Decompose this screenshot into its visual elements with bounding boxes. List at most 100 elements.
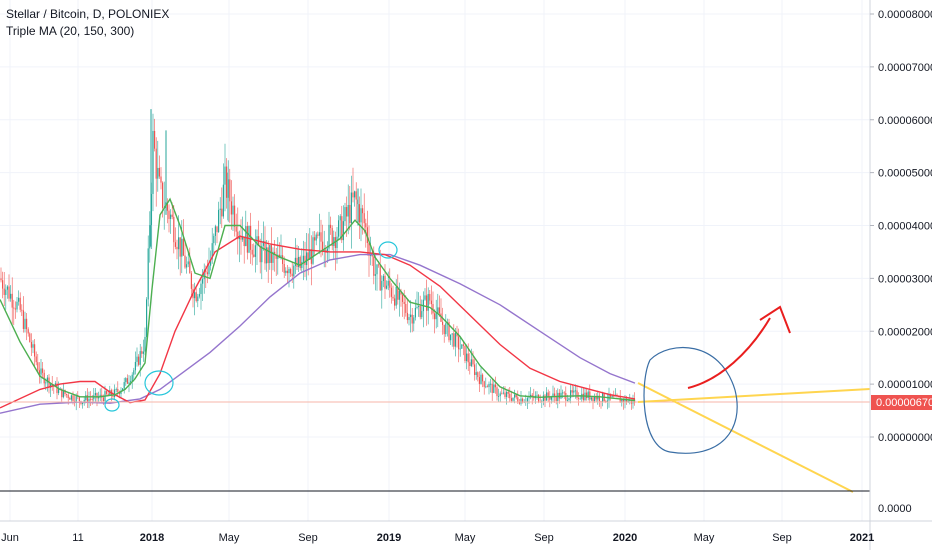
candle-body <box>128 382 130 384</box>
candle-body <box>46 377 48 383</box>
x-tick-label: Sep <box>534 532 554 544</box>
candle-body <box>245 226 247 247</box>
candle-body <box>24 318 26 329</box>
trendline-down[interactable] <box>637 382 854 493</box>
candle-body <box>506 391 508 397</box>
candle-body <box>293 265 295 277</box>
candle-body <box>98 396 100 399</box>
candle-body <box>371 254 373 257</box>
candle-body <box>554 393 556 397</box>
candle-body <box>261 245 263 263</box>
candle-body <box>510 398 512 401</box>
candle-body <box>5 289 7 295</box>
candle-body <box>75 396 77 403</box>
candle-body <box>485 386 487 388</box>
candle-body <box>301 261 303 268</box>
drawings-layer <box>0 241 871 493</box>
bullish-arrow[interactable] <box>687 317 771 389</box>
candle-body <box>480 374 482 384</box>
candle-body <box>477 372 479 378</box>
candle-body <box>272 251 274 263</box>
candle-body <box>315 234 317 241</box>
candle-body <box>26 318 28 330</box>
candle-body <box>528 397 530 399</box>
candle-body <box>146 299 148 337</box>
candle-body <box>611 395 613 397</box>
candle-body <box>398 290 400 300</box>
candle-body <box>443 324 445 335</box>
projection-circle[interactable] <box>643 346 738 454</box>
candle-body <box>448 322 450 341</box>
candle-body <box>462 344 464 346</box>
candle-body <box>475 372 477 375</box>
candle-body <box>451 333 453 335</box>
candle-body <box>579 398 581 400</box>
candle-body <box>120 390 122 395</box>
candle-body <box>486 386 488 388</box>
candle-body <box>382 275 384 281</box>
candle-body <box>213 235 215 244</box>
candle-body <box>13 307 15 309</box>
trendline-up[interactable] <box>637 388 871 403</box>
time-axis[interactable]: Jun 11 2018 May Sep 2019 May Sep 2020 May Sep 2021 <box>1 532 874 544</box>
candle-body <box>187 261 189 265</box>
candle-body <box>246 226 248 253</box>
candle-body <box>536 394 538 396</box>
candle-body <box>435 313 437 320</box>
candle-body <box>2 280 4 289</box>
candle-body <box>413 317 415 324</box>
candle-body <box>174 242 176 247</box>
candle-body <box>32 344 34 348</box>
cross-circle-3[interactable] <box>378 241 398 259</box>
candle-body <box>514 394 516 398</box>
candle-body <box>152 130 154 194</box>
candle-body <box>342 221 344 241</box>
candle-body <box>248 225 250 253</box>
x-tick-label: May <box>694 532 715 544</box>
candle-body <box>78 396 80 402</box>
candle-body <box>154 130 156 149</box>
candle-body <box>624 398 626 403</box>
candle-body <box>133 370 135 375</box>
candle-body <box>91 398 93 400</box>
candle-body <box>38 370 40 375</box>
candle-body <box>582 393 584 401</box>
candle-body <box>445 323 447 335</box>
candle-body <box>66 394 68 395</box>
candle-body <box>130 381 132 383</box>
candle-body <box>254 245 256 257</box>
candle-body <box>173 216 175 243</box>
bullish-arrow-head[interactable] <box>759 305 791 334</box>
candle-body <box>544 395 546 401</box>
candle-body <box>34 344 36 357</box>
candle-body <box>563 392 565 394</box>
price-axis[interactable]: 0.00008000 0.00007000 0.00006000 0.00005000… <box>870 9 932 444</box>
candle-body <box>478 377 480 384</box>
candle-body <box>562 392 564 394</box>
cross-circle-2[interactable] <box>104 398 120 412</box>
candle-body <box>309 249 311 260</box>
candle-body <box>482 374 484 382</box>
cross-circle-1[interactable] <box>144 370 174 396</box>
candle-body <box>139 351 141 365</box>
candle-body <box>432 304 434 314</box>
candle-body <box>595 396 597 400</box>
candle-body <box>211 243 213 260</box>
candle-body <box>387 280 389 286</box>
candle-body <box>123 382 125 389</box>
candle-body <box>8 286 10 299</box>
candle-body <box>360 208 362 223</box>
ma150-line <box>0 235 636 409</box>
candle-body <box>515 394 517 398</box>
candle-body <box>126 378 128 384</box>
candle-body <box>606 400 608 402</box>
candle-body <box>368 243 370 256</box>
candle-body <box>590 397 592 400</box>
candle-body <box>454 332 456 347</box>
candle-body <box>328 224 330 249</box>
candle-body <box>178 237 180 250</box>
candle-body <box>573 390 575 393</box>
candle-body <box>235 226 237 232</box>
candle-body <box>517 397 519 402</box>
